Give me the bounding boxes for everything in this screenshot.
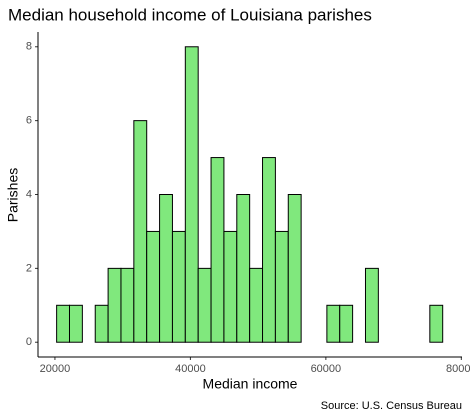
bar [429, 304, 444, 343]
bar [210, 157, 225, 343]
x-tick-label: 60000 [311, 363, 342, 375]
bar [236, 194, 251, 343]
bar [159, 194, 173, 343]
bar [94, 304, 109, 343]
bar [133, 120, 148, 343]
bar [339, 304, 354, 343]
y-tick-label: 2 [26, 262, 32, 274]
bar [262, 157, 276, 343]
y-tick-label: 8 [26, 41, 32, 53]
bar [197, 267, 212, 343]
y-axis-title: Parishes [5, 168, 21, 222]
bar [287, 194, 302, 343]
x-tick-label: 20000 [40, 363, 71, 375]
bar [249, 267, 264, 343]
bar [171, 230, 186, 343]
bar [223, 230, 238, 343]
bar [274, 230, 289, 343]
x-tick-label: 40000 [175, 363, 206, 375]
bar [364, 267, 379, 343]
bar [326, 304, 341, 343]
x-axis-title: Median income [203, 376, 298, 392]
y-tick-label: 0 [26, 336, 32, 348]
y-tick-label: 4 [26, 188, 32, 200]
bar [184, 46, 199, 343]
bar [68, 304, 83, 343]
bar [107, 267, 122, 343]
y-tick-label: 6 [26, 115, 32, 127]
bar [56, 304, 70, 343]
bar [120, 267, 135, 343]
chart-title: Median household income of Louisiana par… [8, 5, 372, 24]
x-tick-label: 80000 [446, 363, 470, 375]
bar [146, 230, 161, 343]
caption: Source: U.S. Census Bureau [321, 400, 462, 412]
